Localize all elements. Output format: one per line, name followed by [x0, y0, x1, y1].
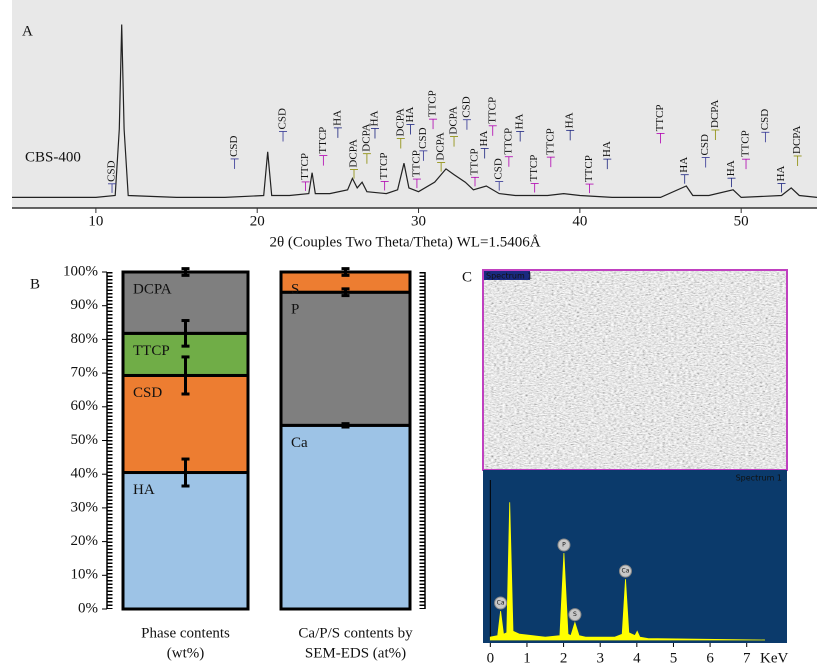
- segment-label: TTCP: [133, 343, 170, 359]
- peak-label: CSD: [417, 127, 429, 148]
- peak-label: HA: [678, 157, 690, 173]
- peak-label: HA: [601, 141, 613, 157]
- peak-label: Ca: [622, 568, 630, 575]
- peak-label: DCPA: [709, 100, 721, 128]
- peak-label: TTCP: [427, 90, 439, 117]
- peak-label: P: [562, 542, 566, 549]
- segment-label: HA: [133, 482, 155, 498]
- x-tick-label: 7: [743, 650, 751, 666]
- bar-segment: [281, 292, 410, 425]
- peak-label: HA: [331, 110, 343, 126]
- x-tick-label: 5: [670, 650, 678, 666]
- x-tick-label: (wt%): [167, 645, 205, 661]
- x-tick-label: 40: [572, 213, 587, 229]
- y-tick-label: 50%: [71, 432, 99, 448]
- peak-label: TTCP: [544, 128, 556, 155]
- peak-label: CSD: [699, 134, 711, 155]
- segment-label: CSD: [133, 385, 162, 401]
- x-axis-label: KeV: [760, 650, 788, 666]
- segment-label: DCPA: [133, 281, 172, 297]
- sem-image: [483, 270, 787, 470]
- peak-label: CSD: [759, 109, 771, 130]
- peak-label: CSD: [277, 108, 289, 129]
- peak-label: TTCP: [528, 155, 540, 182]
- x-tick-label: 10: [88, 213, 103, 229]
- y-tick-label: 30%: [71, 499, 99, 515]
- x-tick-label: 0: [487, 650, 495, 666]
- peak-label: TTCP: [502, 128, 514, 155]
- peak-label: TTCP: [469, 148, 481, 175]
- peak-label: HA: [725, 160, 737, 176]
- peak-label: HA: [775, 166, 787, 182]
- peak-label: TTCP: [299, 153, 311, 180]
- x-tick-label: 20: [250, 213, 265, 229]
- segment-label: P: [291, 302, 299, 318]
- panel-label: A: [22, 23, 33, 39]
- peak-label: HA: [514, 114, 526, 130]
- peak-label: HA: [404, 107, 416, 123]
- spectrum-background: [483, 470, 787, 643]
- y-tick-label: 80%: [71, 331, 99, 347]
- x-tick-label: 50: [734, 213, 749, 229]
- x-axis-label: 2θ (Couples Two Theta/Theta) WL=1.5406Å: [269, 234, 540, 250]
- x-tick-label: 6: [706, 650, 714, 666]
- peak-label: DCPA: [791, 126, 803, 154]
- peak-label: S: [573, 611, 577, 618]
- peak-label: HA: [478, 131, 490, 147]
- figure: ACBS-40010203040502θ (Couples Two Theta/…: [0, 0, 817, 668]
- peak-label: TTCP: [583, 155, 595, 182]
- peak-label: DCPA: [435, 132, 447, 160]
- x-tick-label: 1: [523, 650, 531, 666]
- y-tick-label: 40%: [71, 466, 99, 482]
- peak-label: HA: [369, 111, 381, 127]
- y-tick-label: 10%: [71, 567, 99, 583]
- x-tick-label: 3: [596, 650, 604, 666]
- peak-label: TTCP: [317, 127, 329, 154]
- peak-label: HA: [564, 112, 576, 128]
- y-tick-label: 90%: [71, 297, 99, 313]
- y-tick-label: 0%: [78, 600, 98, 616]
- peak-label: CSD: [493, 158, 505, 179]
- peak-label: DCPA: [360, 123, 372, 151]
- x-tick-label: SEM-EDS (at%): [305, 645, 406, 661]
- peak-label: TTCP: [410, 150, 422, 177]
- segment-label: S: [291, 281, 299, 297]
- x-tick-label: 2: [560, 650, 568, 666]
- peak-label: CSD: [106, 160, 118, 181]
- y-tick-label: 70%: [71, 365, 99, 381]
- y-tick-label: 60%: [71, 398, 99, 414]
- peak-label: Ca: [497, 600, 505, 607]
- peak-label: CSD: [228, 135, 240, 156]
- segment-label: Ca: [291, 435, 308, 451]
- x-tick-label: 4: [633, 650, 641, 666]
- x-tick-label: 30: [411, 213, 426, 229]
- image-caption: Spectrum 1: [486, 272, 532, 281]
- bar-segment: [281, 425, 410, 609]
- y-tick-label: 100%: [63, 263, 98, 279]
- peak-label: DCPA: [448, 106, 460, 134]
- y-tick-label: 20%: [71, 533, 99, 549]
- peak-label: TTCP: [654, 104, 666, 131]
- x-tick-label: Phase contents: [141, 625, 230, 641]
- peak-label: CSD: [460, 96, 472, 117]
- peak-label: TTCP: [740, 130, 752, 157]
- sample-label: CBS-400: [25, 149, 81, 165]
- peak-label: TTCP: [378, 153, 390, 180]
- panel-label: B: [30, 276, 40, 292]
- panel-label: C: [462, 269, 472, 285]
- peak-label: DCPA: [348, 139, 360, 167]
- peak-label: TTCP: [486, 97, 498, 124]
- spectrum-title: Spectrum 1: [736, 474, 782, 483]
- x-tick-label: Ca/P/S contents by: [298, 625, 413, 641]
